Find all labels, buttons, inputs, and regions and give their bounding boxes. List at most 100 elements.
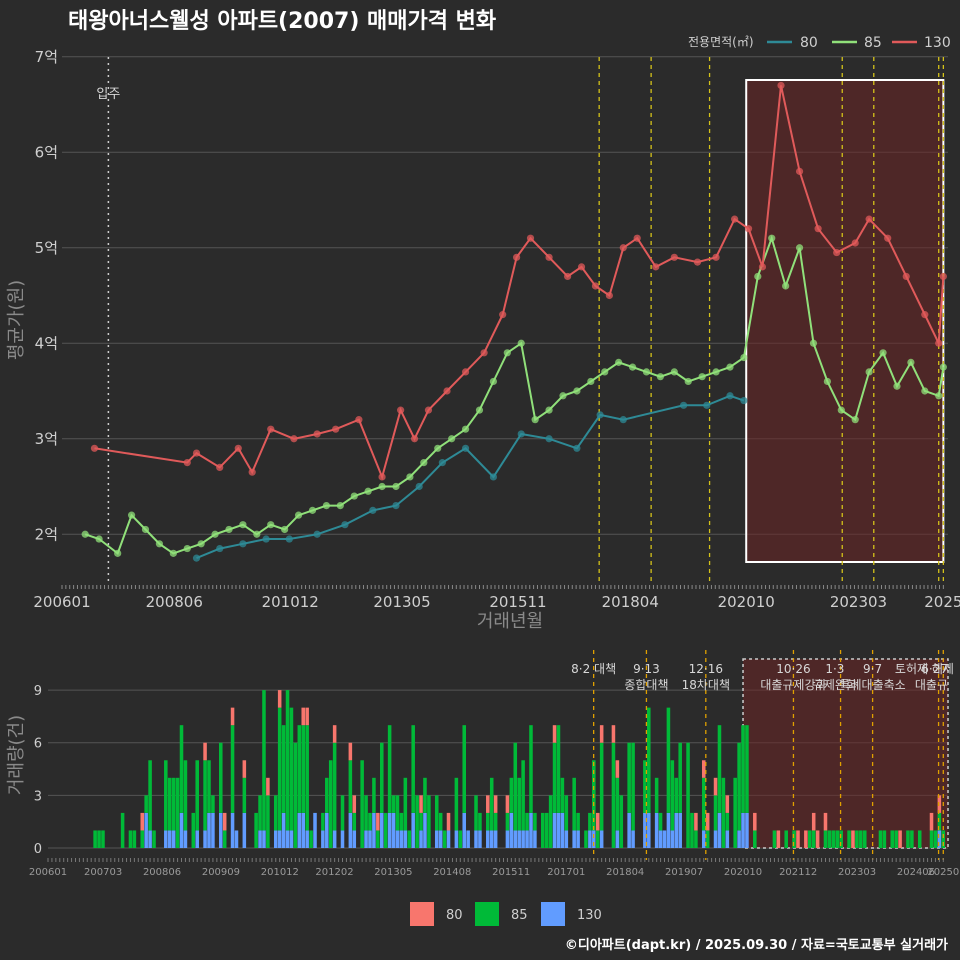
series-point-85	[893, 382, 901, 390]
volume-bar-85	[548, 795, 553, 848]
volume-bar-85	[670, 760, 675, 831]
volume-bar-130	[434, 830, 439, 848]
volume-bar-85	[882, 830, 887, 848]
volume-bar-85	[694, 830, 698, 848]
volume-bar-85	[505, 812, 510, 831]
volume-bar-85	[403, 777, 408, 831]
series-point-130	[248, 468, 256, 476]
series-point-85	[615, 358, 623, 366]
volume-bar-85	[678, 742, 682, 813]
volume-bar-85	[910, 830, 914, 848]
volume-bar-85	[733, 777, 737, 848]
volume-bar-130	[285, 830, 290, 848]
legend-bottom-130: 130	[577, 908, 602, 923]
series-point-85	[601, 368, 609, 376]
volume-bar-80	[348, 742, 353, 761]
series-point-85	[587, 377, 595, 386]
volume-bar-130	[164, 830, 168, 848]
volume-bar-85	[572, 777, 576, 831]
volume-bar-130	[380, 812, 384, 848]
volume-bar-85	[599, 742, 604, 831]
series-point-80	[545, 435, 553, 443]
volume-bar-85	[772, 830, 777, 848]
volume-bar-85	[120, 812, 125, 848]
series-point-85	[211, 530, 219, 538]
volume-bar-130	[454, 830, 459, 848]
volume-bar-85	[529, 725, 533, 813]
volume-bar-130	[509, 812, 514, 848]
volume-bar-80	[615, 760, 620, 778]
lower-x-tick-label: 202112	[779, 867, 817, 878]
volume-bar-130	[325, 812, 329, 848]
series-line-130	[94, 85, 945, 481]
volume-bar-130	[411, 812, 415, 848]
lower-x-tick-label: 200601	[29, 867, 67, 878]
volume-bar-130	[211, 812, 215, 848]
volume-bar-85	[544, 812, 549, 848]
volume-bar-85	[380, 742, 384, 813]
volume-bar-85	[631, 742, 635, 831]
volume-bar-80	[486, 795, 490, 813]
volume-bar-85	[387, 725, 392, 813]
volume-bar-80	[376, 812, 380, 831]
lower-policy-lines	[593, 650, 944, 860]
volume-bar-130	[297, 812, 302, 848]
volume-bar-85	[701, 777, 706, 831]
volume-bar-130	[234, 830, 239, 848]
series-point-130	[591, 282, 600, 290]
volume-bar-85	[434, 795, 439, 831]
volume-bar-85	[859, 830, 863, 848]
volume-bar-130	[364, 830, 368, 848]
volume-bar-85	[266, 795, 270, 848]
volume-bar-85	[325, 777, 329, 813]
volume-bar-80	[705, 812, 710, 831]
volume-bar-130	[937, 830, 942, 848]
series-point-80	[517, 430, 525, 438]
volume-bar-80	[203, 742, 207, 761]
volume-bar-85	[658, 812, 663, 831]
volume-bar-130	[273, 830, 278, 848]
volume-bar-85	[878, 830, 883, 848]
volume-bar-130	[399, 830, 404, 848]
series-point-80	[392, 502, 400, 510]
volume-bar-85	[285, 690, 290, 831]
series-point-85	[81, 530, 89, 538]
volume-bar-85	[725, 812, 730, 831]
volume-bar-85	[705, 830, 710, 848]
series-point-130	[605, 291, 613, 300]
upper-x-tick-label: 201012	[262, 593, 319, 611]
series-point-80	[703, 401, 711, 409]
series-point-85	[141, 525, 150, 534]
lower-x-tick-label: 200909	[202, 867, 240, 878]
volume-bar-130	[419, 830, 423, 848]
series-point-85	[239, 521, 247, 529]
volume-bar-85	[191, 812, 196, 848]
volume-bar-80	[851, 830, 855, 848]
volume-bar-85	[175, 777, 180, 848]
upper-y-tick-label: 5억	[35, 239, 58, 257]
volume-bar-85	[183, 760, 188, 831]
legend-label-80: 80	[800, 35, 818, 51]
volume-bar-80	[753, 812, 757, 831]
series-point-130	[332, 425, 340, 433]
volume-bar-85	[211, 795, 215, 813]
series-point-85	[155, 540, 164, 548]
volume-bar-130	[478, 830, 482, 848]
volume-bar-85	[619, 795, 624, 848]
volume-bar-130	[167, 830, 172, 848]
series-point-80	[341, 521, 349, 529]
volume-bar-85	[855, 830, 859, 848]
volume-bar-85	[647, 707, 651, 813]
lower-x-tick-label: 201408	[433, 867, 471, 878]
series-point-130	[865, 215, 873, 223]
lower-y-ticks: 0 3 6 9	[34, 684, 42, 857]
policy-annotation-label: 8·2 대책	[571, 661, 616, 676]
series-point-130	[545, 253, 553, 261]
volume-bar-85	[148, 760, 152, 831]
series-point-85	[823, 377, 831, 386]
volume-bar-130	[262, 830, 266, 848]
series-point-85	[684, 377, 692, 386]
series-point-85	[461, 425, 470, 433]
series-point-130	[410, 435, 419, 443]
upper-x-tick-label: 202010	[718, 593, 775, 611]
